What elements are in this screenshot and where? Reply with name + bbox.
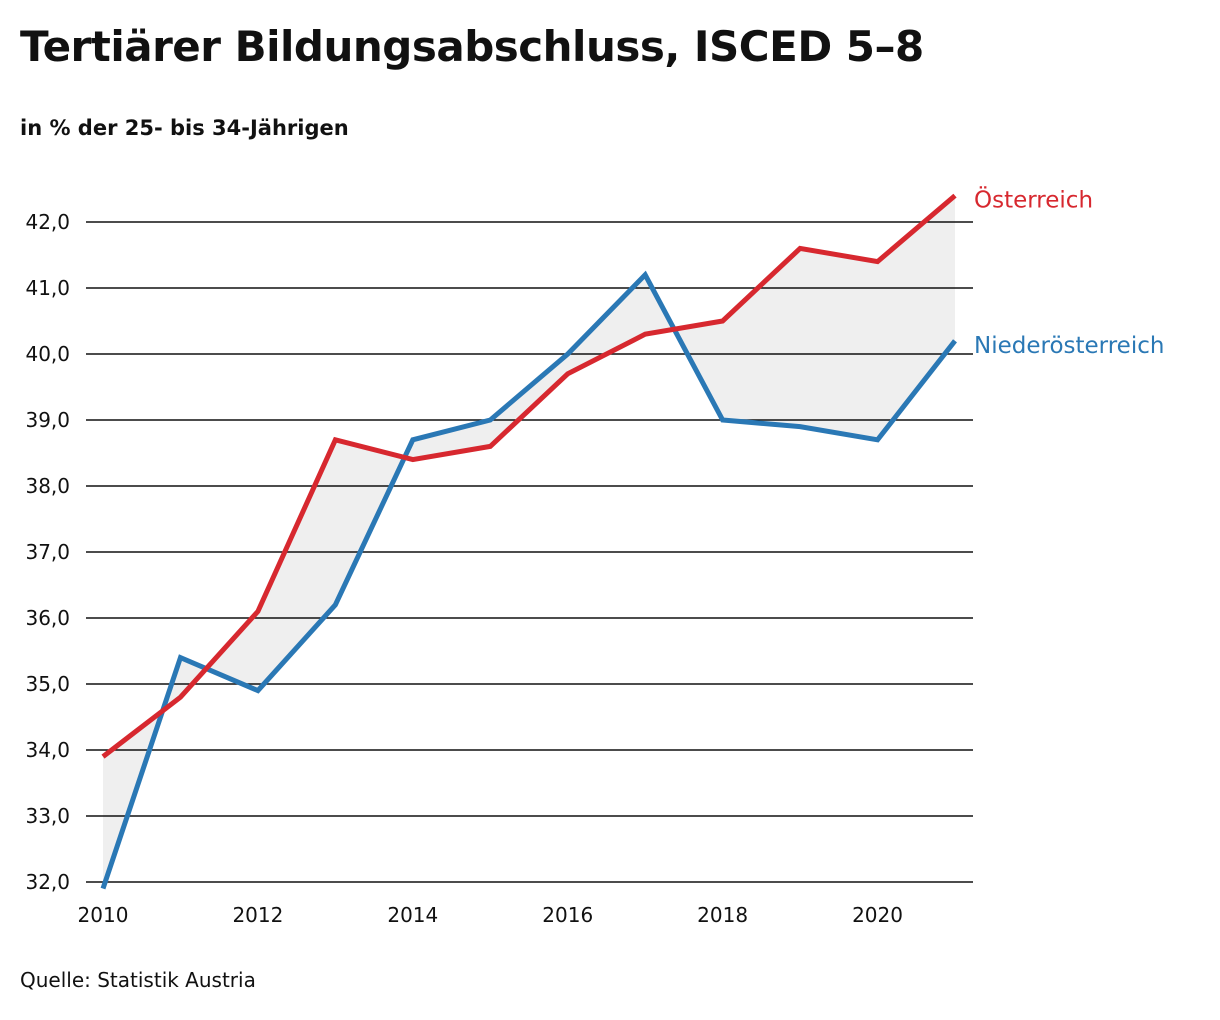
series-line-niederösterreich	[100, 270, 957, 890]
y-tick-label: 39,0	[25, 408, 70, 432]
series-label: Niederösterreich	[974, 333, 1164, 359]
y-tick-label: 40,0	[25, 342, 70, 366]
chart-title: Tertiärer Bildungsabschluss, ISCED 5–8	[20, 22, 924, 71]
y-axis-ticks: 32,0 33,0 34,0 35,0 36,0 37,0 38,0 39,0 40,0 41,0…	[25, 210, 70, 894]
series-labels: Österreich Niederösterreich	[974, 186, 1164, 359]
x-tick-label: 2012	[232, 903, 283, 927]
y-tick-label: 34,0	[25, 738, 70, 762]
x-tick-label: 2020	[852, 903, 903, 927]
y-tick-label: 38,0	[25, 474, 70, 498]
x-tick-label: 2010	[78, 903, 129, 927]
y-tick-label: 42,0	[25, 210, 70, 234]
difference-area	[103, 195, 955, 889]
y-tick-label: 37,0	[25, 540, 70, 564]
source-note: Quelle: Statistik Austria	[20, 968, 256, 992]
y-tick-label: 33,0	[25, 804, 70, 828]
series-line-österreich	[101, 193, 957, 759]
series-lines	[100, 193, 957, 890]
difference-fill	[103, 195, 955, 889]
x-tick-label: 2018	[697, 903, 748, 927]
x-tick-label: 2014	[387, 903, 438, 927]
y-tick-label: 36,0	[25, 606, 70, 630]
x-axis-ticks: 2010 2012 2014 2016 2018 2020	[78, 903, 903, 927]
gridlines	[86, 221, 973, 883]
x-tick-label: 2016	[542, 903, 593, 927]
chart-subtitle: in % der 25- bis 34-Jährigen	[20, 116, 349, 140]
y-tick-label: 32,0	[25, 870, 70, 894]
y-tick-label: 41,0	[25, 276, 70, 300]
series-label: Österreich	[974, 186, 1093, 214]
y-tick-label: 35,0	[25, 672, 70, 696]
